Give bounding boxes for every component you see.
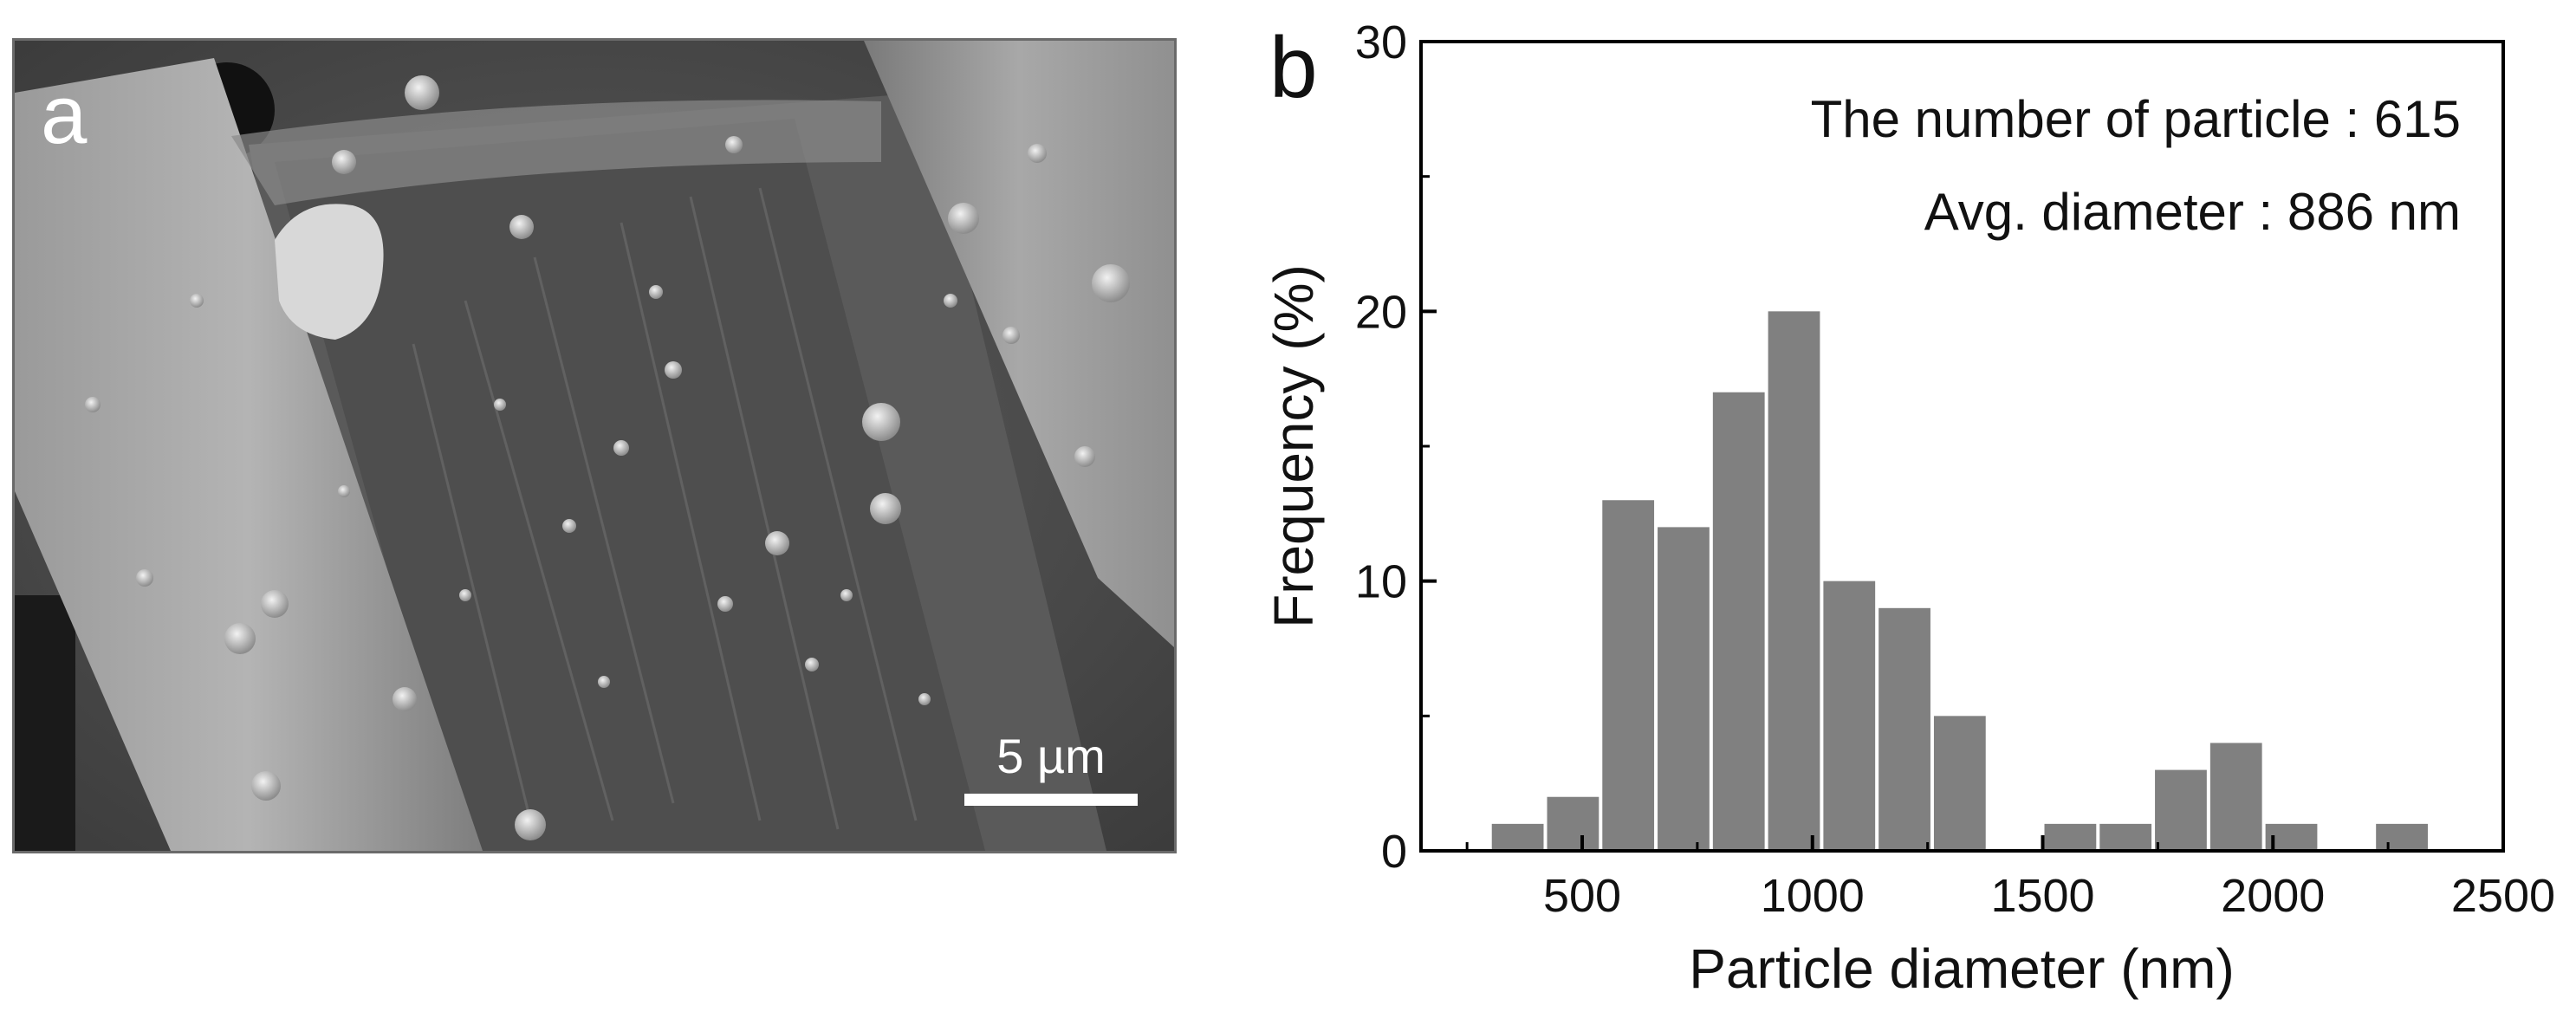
histogram-bar [1547, 796, 1599, 851]
scale-bar-label: 5 µm [996, 729, 1106, 783]
histogram-bars [1491, 311, 2428, 851]
y-tick-label: 10 [1355, 556, 1407, 608]
annotation-avg-diameter: Avg. diameter : 886 nm [1924, 183, 2461, 241]
histogram-bar [1491, 823, 1544, 851]
x-tick-label: 2500 [2451, 870, 2555, 922]
y-axis-ticks: 0 10 20 30 [1355, 16, 1437, 878]
sem-micrograph: 5 µm a [12, 38, 1177, 853]
panel-b-label: b [1269, 19, 1318, 116]
histogram-bar [1823, 581, 1876, 851]
histogram-bar [1712, 392, 1765, 851]
histogram-bar [2376, 823, 2428, 851]
y-axis-label: Frequency (%) [1262, 264, 1325, 628]
histogram-bar [2099, 823, 2152, 851]
y-tick-label: 30 [1355, 16, 1407, 68]
histogram-bar [2044, 823, 2097, 851]
y-tick-label: 20 [1355, 286, 1407, 338]
x-axis-label: Particle diameter (nm) [1689, 937, 2235, 1000]
y-tick-label: 0 [1381, 826, 1407, 878]
x-tick-label: 2000 [2221, 870, 2325, 922]
histogram-bar [1658, 527, 1710, 851]
panel-a-label: a [41, 68, 88, 161]
sem-image: 5 µm a [15, 41, 1174, 851]
x-tick-label: 500 [1543, 870, 1621, 922]
histogram-bar [2155, 769, 2207, 851]
histogram-bar [1933, 716, 1986, 851]
histogram-bar [1878, 607, 1930, 851]
scale-bar [964, 794, 1138, 806]
x-axis-ticks: 500 1000 1500 2000 2500 [1465, 835, 2555, 922]
x-tick-label: 1500 [1990, 870, 2094, 922]
histogram-bar [1602, 500, 1655, 851]
histogram-bar [1768, 311, 1820, 851]
x-tick-label: 1000 [1761, 870, 1865, 922]
histogram-bar [2209, 743, 2262, 851]
annotation-particle-count: The number of particle : 615 [1811, 90, 2461, 148]
